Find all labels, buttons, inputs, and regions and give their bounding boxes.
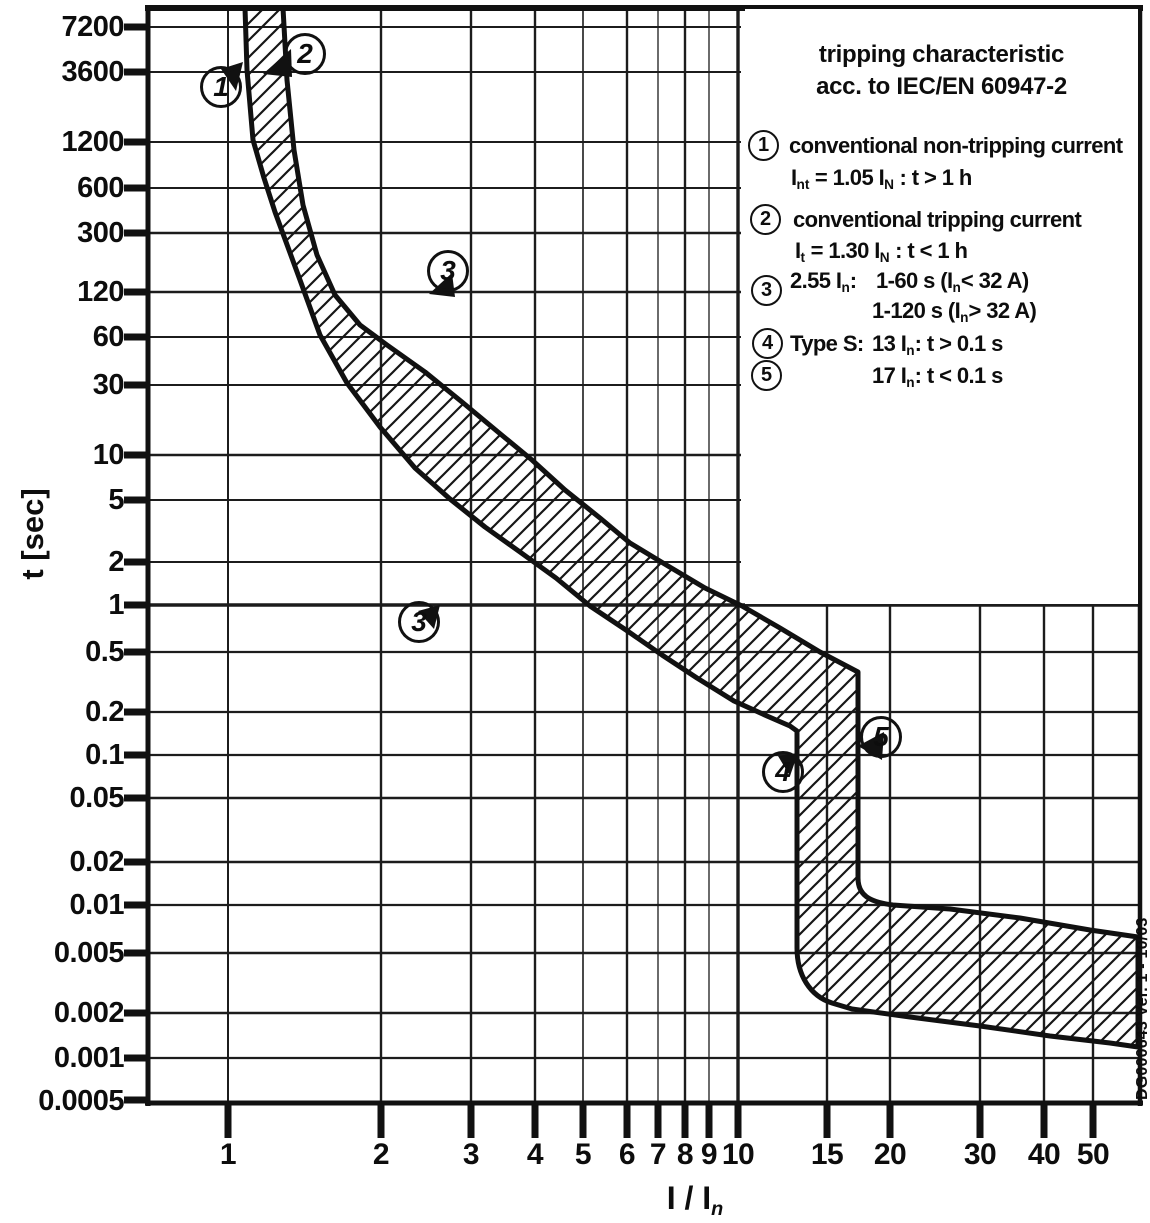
legend-title-line2: acc. to IEC/EN 60947-2	[816, 73, 1067, 100]
y-tick-label: 0.002	[53, 997, 125, 1029]
y-tick-label: 0.2	[85, 696, 124, 728]
x-tick-label: 9	[700, 1138, 718, 1171]
y-tick-label: 30	[92, 369, 125, 401]
x-tick-label: 10	[721, 1138, 755, 1171]
legend-key-2: 2	[750, 204, 781, 235]
x-tick-label: 1	[219, 1138, 237, 1171]
x-tick-label: 15	[810, 1138, 844, 1171]
y-tick-label: 120	[77, 276, 124, 308]
legend-label-4: Type S:	[790, 331, 864, 356]
marker-3-upper: 3	[427, 250, 469, 292]
x-tick-label: 30	[963, 1138, 997, 1171]
y-tick-label: 0.5	[85, 636, 124, 668]
y-tick-label: 0.0005	[38, 1085, 124, 1117]
marker-3-lower: 3	[398, 601, 440, 643]
x-tick-label: 40	[1027, 1138, 1061, 1171]
y-tick-label: 7200	[61, 11, 124, 43]
x-axis-title: I / In	[666, 1180, 724, 1220]
y-axis-title: t [sec]	[15, 488, 50, 580]
legend-panel: tripping characteristic acc. to IEC/EN 6…	[745, 9, 1138, 604]
y-tick-label: 0.1	[85, 739, 124, 771]
y-tick-label: 0.05	[69, 782, 125, 814]
x-tick-label: 4	[526, 1138, 544, 1171]
y-tick-label: 5	[108, 484, 124, 516]
y-tick-label: 3600	[61, 56, 124, 88]
marker-2: 2	[284, 33, 326, 75]
y-tick-label: 0.02	[69, 846, 125, 878]
y-tick-label: 1200	[61, 126, 124, 158]
y-tick-label: 600	[77, 172, 124, 204]
legend-text-4: 13 In: t > 0.1 s	[872, 331, 1003, 359]
legend-key-5: 5	[751, 360, 782, 391]
marker-5: 5	[860, 716, 902, 758]
x-tick-label: 50	[1076, 1138, 1110, 1171]
legend-key-1: 1	[748, 130, 779, 161]
x-tick-label: 3	[462, 1138, 480, 1171]
tick-marks	[124, 23, 1097, 1138]
legend-key-4: 4	[752, 328, 783, 359]
x-tick-label: 6	[618, 1138, 636, 1171]
x-tick-label: 8	[676, 1138, 694, 1171]
y-tick-label: 300	[77, 217, 124, 249]
x-tick-label: 7	[649, 1138, 667, 1171]
legend-text-2: conventional tripping current	[793, 207, 1082, 232]
legend-formula-1: Int = 1.05 IN : t > 1 h	[791, 165, 972, 193]
y-tick-label: 60	[92, 321, 125, 353]
x-tick-label: 20	[873, 1138, 907, 1171]
y-tick-label: 0.001	[53, 1042, 125, 1074]
tripping-band	[242, 5, 1141, 1050]
legend-formula-2: It = 1.30 IN : t < 1 h	[795, 238, 968, 266]
y-tick-label: 0.01	[69, 889, 125, 921]
legend-title-line1: tripping characteristic	[818, 41, 1065, 68]
y-tick-label: 1	[108, 589, 124, 621]
x-tick-label: 5	[574, 1138, 592, 1171]
legend-key-3: 3	[751, 275, 782, 306]
y-tick-label: 0.005	[53, 937, 125, 969]
legend-label-3: 2.55 In:	[790, 268, 857, 296]
legend-text-1: conventional non-tripping current	[789, 133, 1123, 158]
marker-1: 1	[200, 66, 242, 108]
legend-text-3a: 1-60 s (In< 32 A)	[876, 268, 1029, 296]
legend-text-5: 17 In: t < 0.1 s	[872, 363, 1003, 391]
x-tick-label: 2	[372, 1138, 390, 1171]
y-tick-label: 2	[108, 546, 124, 578]
corner-note: DG000643 Ver. 1 - 10/03	[1134, 917, 1150, 1100]
y-tick-label: 10	[92, 439, 125, 471]
legend-text-3b: 1-120 s (In> 32 A)	[872, 298, 1037, 326]
marker-4: 4	[762, 751, 804, 793]
